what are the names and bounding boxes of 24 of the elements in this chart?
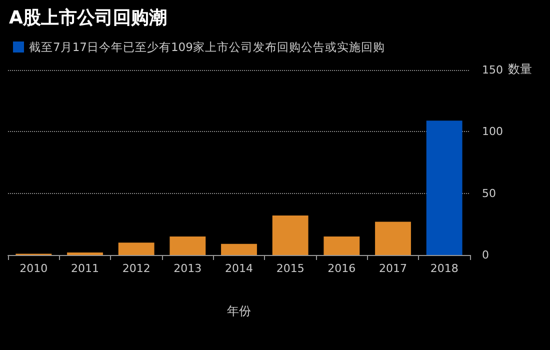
bar <box>426 120 462 255</box>
x-tick-label: 2015 <box>276 262 304 275</box>
y-tick-label: 100 <box>482 125 503 138</box>
legend-label: 截至7月17日今年已至少有109家上市公司发布回购公告或实施回购 <box>29 40 385 54</box>
x-tick-label: 2013 <box>174 262 202 275</box>
x-tick-label: 2017 <box>379 262 407 275</box>
bar <box>324 236 360 255</box>
y-axis-title: 数量 <box>508 62 532 76</box>
x-axis-title: 年份 <box>227 304 251 318</box>
x-tick-label: 2010 <box>20 262 48 275</box>
bar <box>221 244 257 255</box>
x-tick-label: 2014 <box>225 262 253 275</box>
bar <box>118 242 154 255</box>
x-tick-label: 2016 <box>328 262 356 275</box>
x-tick-label: 2018 <box>430 262 458 275</box>
bar <box>375 222 411 255</box>
chart-title: A股上市公司回购潮 <box>9 8 167 28</box>
y-tick-label: 150 <box>482 64 503 76</box>
y-tick-label: 0 <box>482 248 489 262</box>
bar <box>170 236 206 255</box>
y-tick-label: 50 <box>482 186 496 200</box>
x-tick-label: 2011 <box>71 262 99 275</box>
x-tick-label: 2012 <box>122 262 150 275</box>
bar <box>272 216 308 255</box>
